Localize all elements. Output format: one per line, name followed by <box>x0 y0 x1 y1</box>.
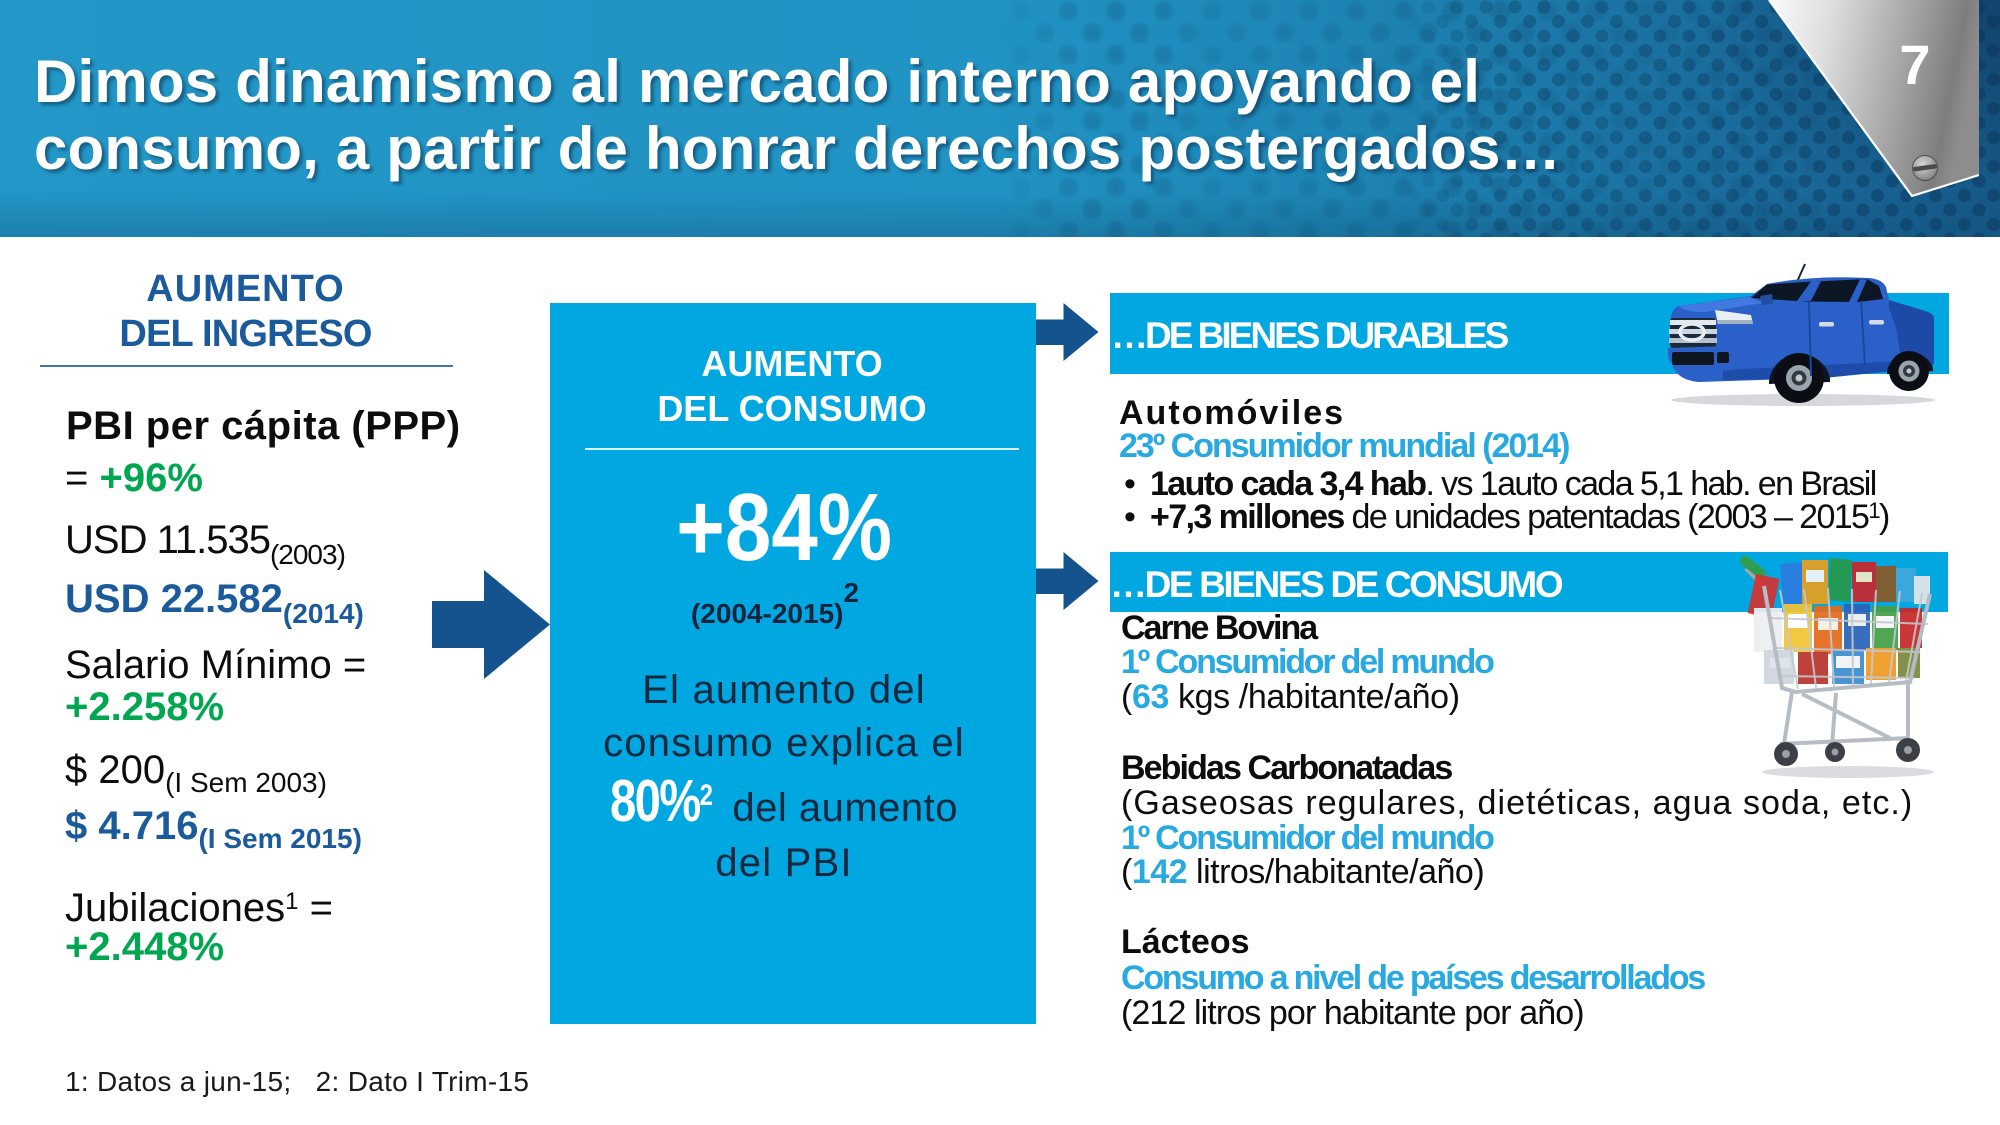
svg-text:7: 7 <box>1899 33 1930 96</box>
